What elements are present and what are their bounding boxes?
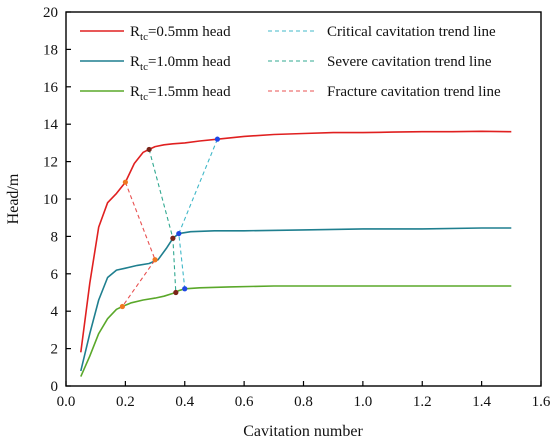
legend-entry-label: Rtc=1.5mm head (130, 84, 231, 103)
data-point-marker (182, 286, 188, 292)
head-curve-1 (80, 227, 512, 372)
x-tick-label: 1.0 (354, 394, 373, 410)
y-tick-label: 0 (51, 379, 59, 395)
data-point-marker (173, 289, 179, 296)
x-tick-label: 0.2 (116, 394, 135, 410)
x-tick-label: 0.0 (57, 394, 76, 410)
x-tick-label: 0.6 (235, 394, 254, 410)
y-tick-label: 14 (43, 117, 59, 133)
y-tick-label: 2 (51, 342, 59, 358)
data-point-marker (119, 303, 126, 310)
y-tick-label: 4 (51, 304, 59, 320)
x-tick-label: 0.8 (294, 394, 313, 410)
trend-line-4 (148, 149, 177, 293)
x-tick-label: 1.6 (532, 394, 550, 410)
data-point-marker (146, 146, 152, 153)
trend-line-3 (178, 138, 218, 289)
data-point-marker (170, 235, 176, 241)
y-axis-title: Head/m (5, 173, 22, 224)
legend: Rtc=0.5mm head Rtc=1.0mm head Rtc=1.5mm he… (80, 24, 501, 103)
x-tick-label: 1.4 (472, 394, 491, 410)
y-tick-label: 8 (51, 229, 59, 245)
legend-entry-label: Rtc=0.5mm head (130, 24, 231, 43)
y-tick-label: 16 (43, 80, 59, 96)
data-markers (119, 136, 221, 310)
legend-entry-label: Severe cavitation trend line (327, 54, 492, 70)
y-tick-label: 20 (43, 5, 58, 21)
head-curve-0 (80, 130, 512, 353)
y-tick-label: 18 (43, 42, 58, 58)
y-tick-label: 6 (51, 267, 59, 283)
data-point-marker (214, 136, 221, 142)
data-point-marker (176, 230, 182, 237)
legend-entry-label: Rtc=1.0mm head (130, 54, 231, 73)
y-tick-label: 10 (43, 192, 58, 208)
y-tick-label: 12 (43, 155, 58, 171)
legend-entry-label: Fracture cavitation trend line (327, 84, 501, 100)
axes: 0.0 0.2 0.4 0.6 0.8 1.0 1.2 1.4 1.6 0 2 4 6 8 10 12 14 16… (43, 5, 550, 410)
series-lines (80, 130, 512, 377)
x-axis-title: Cavitation number (243, 423, 363, 440)
trend-line-5 (121, 182, 156, 307)
data-point-marker (122, 179, 128, 185)
data-point-marker (152, 257, 158, 263)
x-tick-label: 1.2 (413, 394, 432, 410)
head-curve-2 (80, 285, 512, 377)
x-tick-label: 0.4 (175, 394, 194, 410)
legend-entry-label: Critical cavitation trend line (327, 24, 496, 40)
